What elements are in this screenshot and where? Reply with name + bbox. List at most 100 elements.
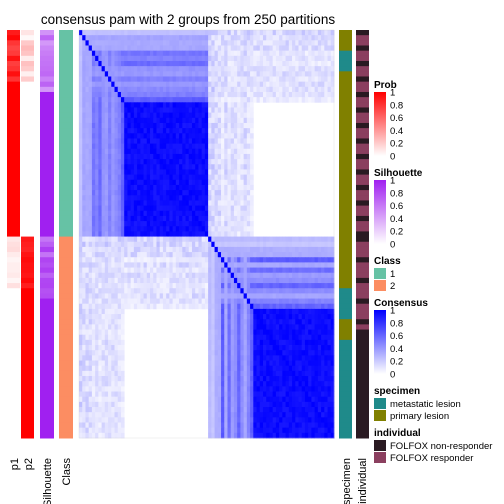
consensus-cell — [266, 339, 270, 346]
consensus-cell — [317, 283, 322, 289]
consensus-cell — [224, 370, 228, 377]
consensus-cell — [91, 143, 96, 150]
consensus-cell — [243, 303, 248, 310]
silhouette-cell — [40, 386, 54, 393]
prob-p1-cell — [7, 71, 20, 77]
consensus-cell — [188, 45, 193, 52]
consensus-cell — [214, 164, 219, 170]
consensus-cell — [243, 381, 248, 387]
consensus-cell — [240, 153, 245, 160]
consensus-cell — [162, 215, 167, 222]
consensus-cell — [233, 210, 238, 217]
consensus-cell — [282, 30, 286, 36]
consensus-cell — [140, 236, 144, 243]
consensus-cell — [175, 169, 180, 175]
consensus-cell — [240, 376, 245, 382]
consensus-cell — [292, 350, 296, 356]
consensus-cell — [117, 179, 122, 186]
consensus-cell — [101, 112, 106, 119]
consensus-cell — [253, 308, 257, 315]
consensus-cell — [272, 314, 277, 320]
consensus-cell — [150, 122, 154, 129]
consensus-cell — [82, 200, 86, 206]
consensus-cell — [85, 215, 90, 222]
consensus-cell — [114, 60, 119, 67]
consensus-cell — [246, 288, 251, 294]
consensus-cell — [95, 334, 99, 341]
consensus-cell — [217, 298, 222, 305]
silhouette-cell — [40, 122, 54, 129]
consensus-cell — [233, 231, 238, 237]
consensus-cell — [308, 381, 312, 387]
consensus-cell — [114, 345, 119, 351]
consensus-cell — [317, 339, 322, 346]
class-cell — [59, 293, 73, 300]
consensus-cell — [285, 267, 290, 274]
class-cell — [59, 412, 73, 418]
consensus-cell — [266, 35, 270, 41]
consensus-cell — [246, 200, 251, 206]
consensus-cell — [169, 50, 174, 57]
consensus-cell — [230, 236, 235, 243]
consensus-cell — [237, 329, 241, 336]
consensus-cell — [153, 169, 157, 175]
consensus-cell — [101, 91, 106, 98]
consensus-cell — [224, 215, 228, 222]
consensus-cell — [159, 226, 164, 232]
consensus-cell — [117, 283, 122, 289]
consensus-cell — [279, 391, 283, 398]
consensus-cell — [153, 86, 157, 93]
consensus-cell — [143, 272, 148, 279]
consensus-cell — [95, 221, 99, 227]
consensus-cell — [153, 303, 157, 310]
consensus-cell — [169, 184, 174, 191]
consensus-cell — [243, 55, 248, 62]
consensus-cell — [214, 401, 219, 408]
consensus-cell — [82, 345, 86, 351]
class-cell — [59, 417, 73, 424]
prob-p1-cell — [7, 252, 20, 258]
consensus-cell — [95, 376, 99, 382]
consensus-cell — [175, 35, 180, 41]
consensus-cell — [133, 143, 138, 150]
consensus-cell — [95, 107, 99, 114]
consensus-cell — [88, 370, 93, 377]
consensus-cell — [133, 117, 138, 124]
consensus-cell — [321, 288, 325, 294]
consensus-cell — [253, 407, 257, 413]
consensus-cell — [146, 107, 151, 114]
consensus-cell — [166, 293, 170, 299]
consensus-cell — [308, 376, 312, 382]
consensus-cell — [243, 262, 248, 268]
prob-p2-cell — [21, 107, 34, 114]
consensus-cell — [279, 365, 283, 372]
consensus-cell — [217, 179, 222, 186]
consensus-cell — [321, 396, 325, 403]
consensus-cell — [198, 117, 203, 124]
consensus-cell — [85, 288, 90, 294]
consensus-cell — [137, 246, 141, 253]
silhouette-cell — [40, 143, 54, 150]
consensus-cell — [308, 262, 312, 268]
consensus-cell — [188, 226, 193, 232]
consensus-cell — [101, 339, 106, 346]
consensus-cell — [85, 117, 90, 124]
consensus-cell — [214, 339, 219, 346]
consensus-cell — [169, 267, 174, 274]
consensus-cell — [88, 45, 93, 52]
consensus-cell — [133, 246, 138, 253]
consensus-cell — [108, 128, 112, 134]
consensus-cell — [108, 262, 112, 268]
consensus-cell — [253, 262, 257, 268]
consensus-cell — [166, 272, 170, 279]
consensus-cell — [198, 91, 203, 98]
consensus-cell — [259, 262, 264, 268]
consensus-cell — [166, 231, 170, 237]
consensus-cell — [114, 138, 119, 145]
consensus-cell — [104, 66, 109, 72]
consensus-cell — [330, 262, 335, 268]
consensus-cell — [162, 200, 167, 206]
consensus-cell — [179, 200, 183, 206]
consensus-cell — [298, 241, 303, 248]
consensus-cell — [224, 345, 228, 351]
